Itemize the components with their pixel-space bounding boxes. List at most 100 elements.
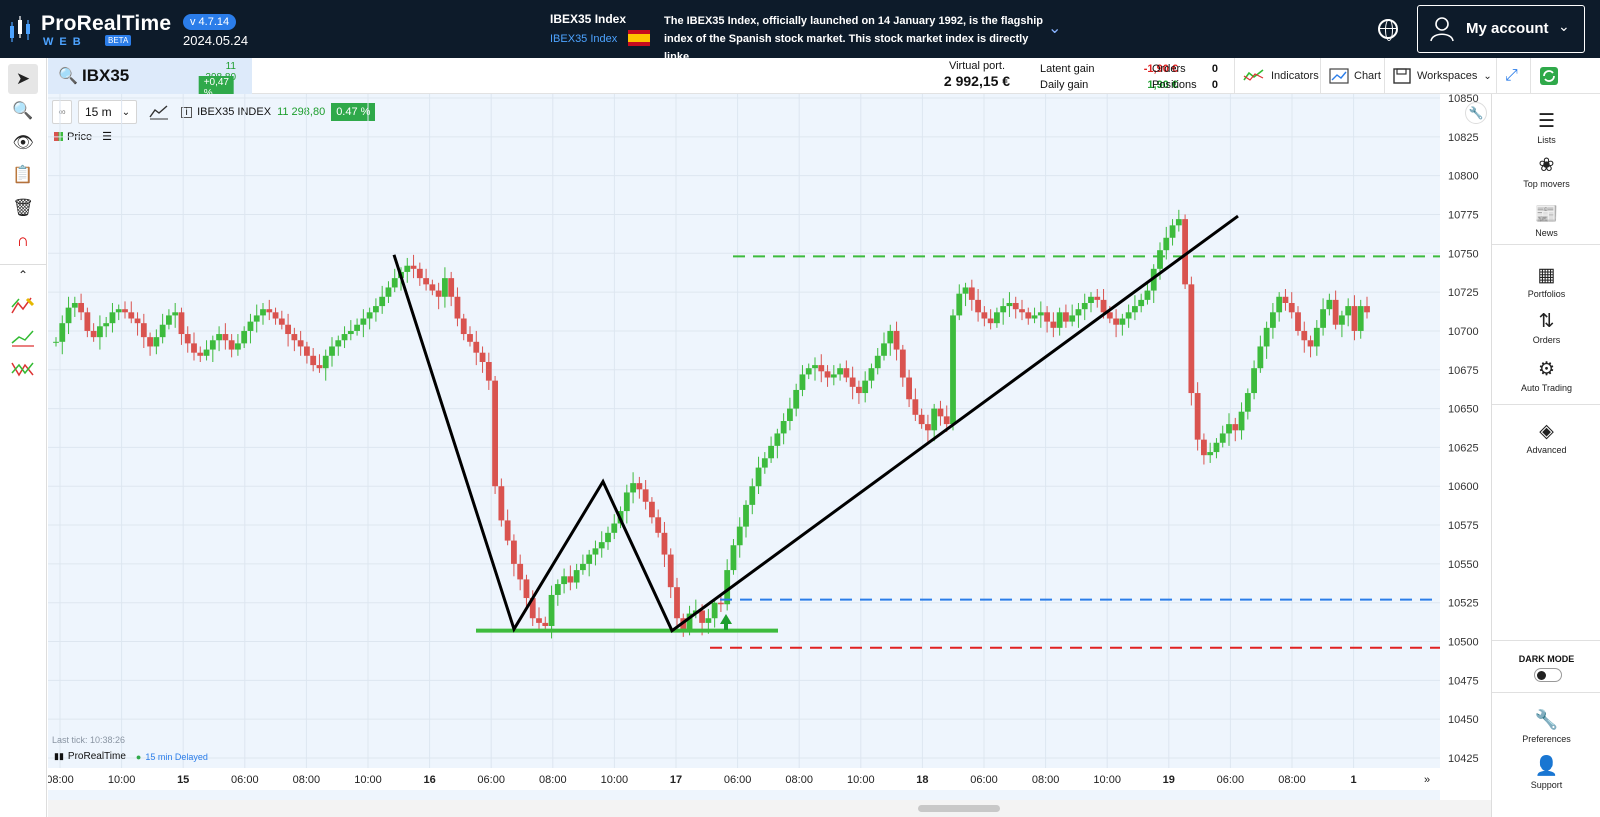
orders-icon: ⇅ <box>1538 311 1555 332</box>
news-button[interactable]: 📰 News <box>1492 202 1600 238</box>
preferences-label: Preferences <box>1522 734 1571 744</box>
price-axis[interactable] <box>1440 94 1491 800</box>
candle <box>661 532 668 555</box>
candle <box>197 352 204 356</box>
candle <box>642 489 649 502</box>
candle <box>1332 299 1339 325</box>
list-icon: ☰ <box>1537 111 1556 132</box>
x-tick-label: 08:00 <box>1032 774 1060 786</box>
scrollbar-thumb[interactable] <box>918 805 1000 812</box>
candle <box>1081 302 1088 310</box>
preferences-button[interactable]: 🔧 Preferences <box>1492 708 1600 744</box>
app-name: ProRealTime <box>41 12 172 35</box>
news-ticker[interactable]: IBEX35 Index IBEX35 Index The IBEX35 Ind… <box>548 10 1068 63</box>
dark-mode-toggle[interactable] <box>1534 668 1562 682</box>
candle <box>1144 290 1151 300</box>
candle <box>84 312 91 331</box>
candle <box>1320 309 1326 328</box>
save-icon <box>1393 68 1411 84</box>
candle <box>1125 312 1132 319</box>
chart-button[interactable]: Chart <box>1320 58 1384 94</box>
info-icon: i <box>181 106 193 118</box>
candle <box>987 318 994 324</box>
gain-values: -1,90 € 1,90 € <box>1112 61 1178 93</box>
pattern-tool-icon[interactable] <box>8 354 38 384</box>
x-tick-label: 08:00 <box>539 774 567 786</box>
trendline-tool-icon[interactable] <box>8 322 38 352</box>
news-subtitle[interactable]: IBEX35 Index <box>550 33 618 45</box>
candle <box>592 548 599 555</box>
symbol-search[interactable]: 🔍 IBX35 11 298,80 +0,47 % <box>48 58 252 100</box>
lists-button[interactable]: ☰ Lists <box>1492 110 1600 145</box>
candle <box>291 334 298 341</box>
candle <box>159 324 166 338</box>
candle <box>931 408 938 431</box>
search-icon[interactable]: 🔍 <box>58 68 78 85</box>
candle <box>561 576 567 585</box>
candle <box>1088 296 1094 303</box>
portfolios-button[interactable]: ▦ Portfolios <box>1492 264 1600 299</box>
horizontal-scrollbar[interactable] <box>48 800 1491 817</box>
eye-icon[interactable]: 👁 <box>12 133 34 152</box>
top-movers-button[interactable]: ❀ Top movers <box>1492 154 1600 189</box>
price-chart[interactable]: 10850 10825 10800 10775 10750 10725 10700 10675… <box>48 94 1491 800</box>
candle <box>1056 312 1063 328</box>
advanced-button[interactable]: ◈ Advanced <box>1492 420 1600 455</box>
copy-icon[interactable]: 📋 <box>12 165 34 184</box>
refresh-button[interactable] <box>1530 58 1564 94</box>
candle <box>122 309 128 313</box>
link-icon[interactable]: ∞ <box>52 100 72 124</box>
x-tick-label: 18 <box>916 774 928 786</box>
version-badge: v 4.7.14 <box>183 14 237 30</box>
drawing-tool-icon[interactable] <box>8 290 38 320</box>
fullscreen-button[interactable]: ⤢ <box>1496 58 1530 94</box>
candle <box>548 594 555 626</box>
trend-pattern-line[interactable] <box>392 214 1239 633</box>
x-tick-label: 17 <box>670 774 682 786</box>
candle <box>1288 302 1295 313</box>
account-button[interactable]: My account ⌄ <box>1417 5 1585 53</box>
support-button[interactable]: 👤 Support <box>1492 754 1600 790</box>
virtual-portfolio-value: 2 992,15 € <box>943 73 1011 89</box>
pointer-tool-icon[interactable]: ➤ <box>8 64 38 94</box>
timeframe-select[interactable]: 15 m ⌄ <box>78 100 138 124</box>
candle <box>799 374 806 390</box>
candle <box>460 318 467 335</box>
scroll-right-icon[interactable]: » <box>1424 774 1430 786</box>
instrument-info[interactable]: i IBEX35 INDEX 11 298,80 0.47 % <box>181 100 376 124</box>
time-axis[interactable] <box>48 768 1440 790</box>
workspaces-button[interactable]: Workspaces ⌄ <box>1384 58 1496 94</box>
x-tick-label: 08:00 <box>48 774 74 786</box>
candle <box>423 278 429 285</box>
candle <box>304 346 310 356</box>
x-tick-label: 08:00 <box>785 774 813 786</box>
news-text: The IBEX35 Index, officially launched on… <box>664 15 1044 63</box>
candle <box>536 618 542 623</box>
zoom-tool-icon[interactable]: 🔍 <box>12 101 34 120</box>
panel-divider <box>1492 404 1600 405</box>
auto-trading-button[interactable]: ⚙ Auto Trading <box>1492 358 1600 393</box>
collapse-icon[interactable]: ⌃ <box>17 268 29 282</box>
chart-footer: ▮▮ ProRealTime ● 15 min Delayed <box>54 751 208 762</box>
candle <box>686 613 693 630</box>
candle <box>667 554 674 588</box>
indicators-button[interactable]: Indicators <box>1234 58 1320 94</box>
globe-icon[interactable] <box>1378 19 1398 41</box>
trash-icon[interactable]: 🗑 <box>12 198 34 217</box>
chart-type-icon[interactable] <box>143 100 175 124</box>
candle <box>310 355 317 366</box>
candle <box>360 318 367 325</box>
prorealtime-logo[interactable]: ProRealTime WEB BETA <box>8 10 178 50</box>
right-panel: ☰ Lists ❀ Top movers 📰 News ▦ Portfolios ⇅ Or… <box>1491 94 1600 817</box>
x-tick-label: 10:00 <box>847 774 875 786</box>
chevron-down-icon[interactable]: ⌄ <box>1048 20 1062 37</box>
magnet-icon[interactable]: ∩ <box>16 231 30 250</box>
candle <box>812 365 818 369</box>
indicators-icon <box>1243 69 1264 81</box>
orders-button[interactable]: ⇅ Orders <box>1492 310 1600 345</box>
candle <box>1106 312 1113 319</box>
candle <box>1257 346 1264 369</box>
candle <box>1163 237 1170 251</box>
wrench-icon[interactable]: 🔧 <box>1465 102 1487 124</box>
candle <box>736 526 743 546</box>
